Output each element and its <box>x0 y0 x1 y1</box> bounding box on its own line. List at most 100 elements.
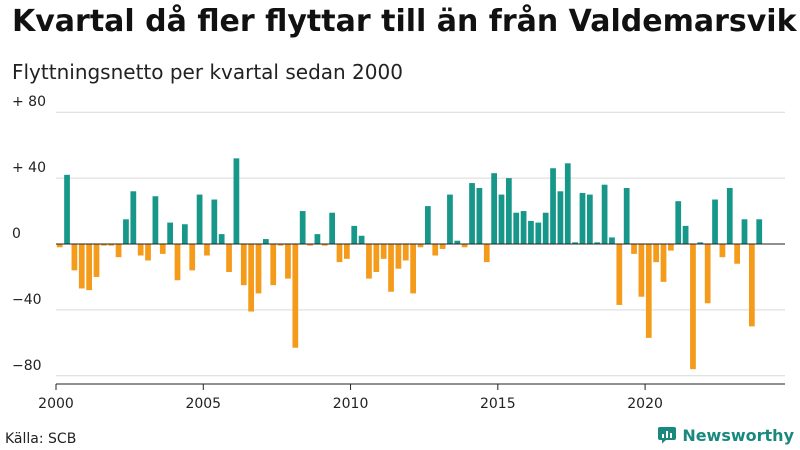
bar <box>439 244 446 249</box>
bar <box>196 194 203 244</box>
bar <box>248 244 254 312</box>
bar <box>115 244 122 258</box>
bar <box>167 222 173 244</box>
brand-logo[interactable]: Newsworthy <box>657 425 794 445</box>
bar <box>366 244 372 279</box>
bar <box>564 163 571 244</box>
bar <box>262 239 269 244</box>
bar <box>64 174 70 244</box>
bar <box>108 244 115 246</box>
bar <box>56 244 63 248</box>
bar <box>483 244 490 263</box>
bar <box>152 196 159 244</box>
bar <box>432 244 439 256</box>
bar <box>71 244 78 271</box>
bar <box>579 192 586 244</box>
x-tick: 2010 <box>333 396 369 412</box>
bar <box>226 244 232 272</box>
bar <box>748 244 755 327</box>
bar <box>93 244 100 277</box>
bar <box>667 244 674 251</box>
bar <box>211 199 218 244</box>
bar <box>586 194 593 244</box>
bar <box>712 199 718 244</box>
bar <box>233 158 240 244</box>
y-tick: 0 <box>12 226 21 242</box>
bar <box>321 244 328 246</box>
bar <box>645 244 652 338</box>
bar <box>447 194 453 244</box>
bar <box>638 244 645 297</box>
bar <box>159 244 166 254</box>
y-tick-label: + 80 <box>12 94 46 110</box>
bar <box>130 191 137 244</box>
bar <box>491 173 497 244</box>
bar <box>601 184 608 244</box>
bar <box>690 244 696 370</box>
bar <box>329 212 335 244</box>
bar <box>454 240 461 244</box>
bar <box>719 244 726 258</box>
bar <box>395 244 402 269</box>
bar <box>270 244 277 286</box>
bar <box>756 219 763 244</box>
y-tick: + 80 <box>12 94 46 110</box>
bar <box>469 183 475 244</box>
chart-bubble-icon <box>658 427 677 444</box>
bar <box>181 224 188 244</box>
bar <box>631 244 637 254</box>
bar <box>402 244 409 261</box>
bar <box>505 178 512 244</box>
bar <box>498 194 505 244</box>
bar <box>417 244 424 248</box>
bar <box>609 237 615 244</box>
bar <box>424 206 431 244</box>
bar <box>307 244 313 246</box>
bar <box>542 212 549 244</box>
y-tick-label: 0 <box>12 226 21 242</box>
y-tick: −40 <box>12 292 42 308</box>
y-tick-label: −40 <box>12 292 42 308</box>
x-tick-label: 2010 <box>333 396 369 412</box>
bar <box>461 244 468 248</box>
bar <box>572 242 578 244</box>
bar <box>240 244 247 286</box>
bar <box>285 244 291 279</box>
bar <box>623 188 630 244</box>
bar <box>594 242 601 244</box>
bar <box>741 219 748 244</box>
y-tick: −80 <box>12 358 42 374</box>
x-tick: 2005 <box>185 396 221 412</box>
y-tick: + 40 <box>12 160 46 176</box>
bars-layer <box>56 158 763 370</box>
chart-subtitle: Flyttningsnetto per kvartal sedan 2000 <box>12 60 403 84</box>
source-label: Källa: SCB <box>5 431 77 447</box>
bar <box>616 244 623 305</box>
brand-name: Newsworthy <box>682 425 794 445</box>
bar <box>704 244 711 304</box>
bar <box>675 201 682 244</box>
x-tick: 2000 <box>38 396 74 412</box>
bar <box>314 234 321 244</box>
bar <box>535 222 542 244</box>
bar <box>78 244 85 289</box>
bar <box>557 191 564 244</box>
bar <box>336 244 343 263</box>
x-tick-label: 2000 <box>38 396 74 412</box>
bar <box>388 244 394 292</box>
bar <box>697 242 704 244</box>
axis-layer: + 80 + 40 0 −40 −80 2000 2005 2010 2015 2020 <box>12 94 785 412</box>
x-tick-label: 2020 <box>627 396 663 412</box>
bar <box>682 225 689 244</box>
grid-layer <box>56 111 785 377</box>
y-tick-label: + 40 <box>12 160 46 176</box>
bar <box>373 244 380 272</box>
bar <box>277 244 284 246</box>
bar <box>410 244 416 294</box>
bar <box>380 244 387 259</box>
bar <box>520 211 527 244</box>
bar <box>299 211 306 244</box>
bar <box>292 244 299 348</box>
bar <box>137 244 144 256</box>
